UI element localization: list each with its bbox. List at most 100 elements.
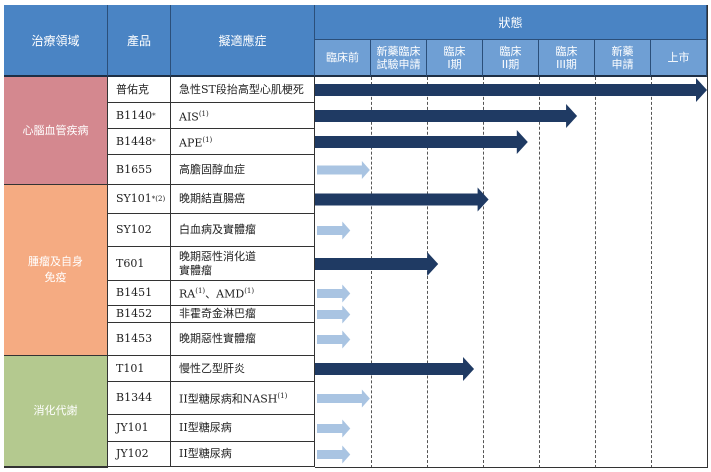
product-cell: 普佑克 (108, 77, 171, 103)
indication-cell: 白血病及實體瘤 (171, 214, 315, 247)
table-border (707, 5, 708, 468)
product-name: B1453 (116, 332, 153, 345)
product-name: B1655 (116, 162, 153, 176)
indication-cell: II型糖尿病 (171, 415, 315, 442)
table-border (315, 467, 708, 468)
indication-cell: II型糖尿病和NASH(1) (171, 382, 315, 415)
header-area: 治療領域 (4, 5, 108, 77)
product-cell: B1452 (108, 306, 171, 323)
product-cell: T101 (108, 356, 171, 382)
footnote-mark: * (152, 137, 156, 146)
product-name: 普佑克 (116, 82, 149, 96)
product-name: SY102 (116, 223, 152, 236)
progress-arrow (317, 221, 351, 240)
product-name: B1448 (116, 134, 153, 148)
header-status: 狀態 (315, 5, 707, 40)
indication-cell: 非霍奇金淋巴瘤 (171, 306, 315, 323)
indication-text: II型糖尿病 (179, 421, 232, 434)
footnote-mark: (1) (244, 287, 255, 296)
product-cell: B1344 (108, 382, 171, 415)
stage-header: 臨床 II期 (483, 40, 539, 77)
indication-text: 急性ST段抬高型心肌梗死 (179, 82, 304, 96)
header-indication: 擬適應症 (171, 5, 315, 77)
stage-header: 新藥臨床 試驗申請 (371, 40, 427, 77)
stage-header: 臨床前 (315, 40, 371, 77)
product-name: B1452 (116, 307, 153, 320)
indication-cell: 慢性乙型肝炎 (171, 356, 315, 382)
therapeutic-area: 心腦血管疾病 (4, 77, 108, 186)
product-cell: T601 (108, 247, 171, 281)
product-name: B1451 (116, 286, 153, 299)
indication-text: RA (179, 287, 196, 301)
product-cell: JY101 (108, 415, 171, 442)
stage-header: 臨床 III期 (539, 40, 595, 77)
product-name: JY101 (116, 421, 149, 434)
product-name: B1140 (116, 108, 153, 122)
footnote-mark: (1) (195, 287, 206, 296)
progress-arrow (315, 187, 489, 212)
indication-cell: 急性ST段抬高型心肌梗死 (171, 77, 315, 103)
progress-arrow (315, 130, 528, 154)
therapeutic-area: 消化代謝 (4, 356, 108, 468)
product-name: T601 (116, 256, 145, 270)
indication-cell: 晚期結直腸癌 (171, 185, 315, 214)
indication-cell: 晚期惡性實體瘤 (171, 323, 315, 356)
product-cell: B1453 (108, 323, 171, 356)
indication-text: 晚期惡性實體瘤 (179, 332, 256, 345)
indication-text: 慢性乙型肝炎 (179, 361, 245, 375)
footnote-mark: (1) (198, 109, 209, 118)
progress-arrow (317, 161, 370, 179)
product-cell: B1655 (108, 155, 171, 185)
indication-text: II型糖尿病和NASH (179, 392, 278, 406)
stage-header: 新藥 申請 (595, 40, 651, 77)
product-cell: SY102 (108, 214, 171, 247)
indication-text: 晚期惡性消化道 實體瘤 (179, 249, 256, 277)
progress-arrow (315, 104, 578, 128)
stage-divider (483, 77, 484, 468)
footnote-mark: * (152, 111, 156, 120)
product-name: B1344 (116, 391, 153, 404)
stage-divider (651, 77, 652, 468)
product-cell: B1140 * (108, 103, 171, 129)
progress-arrow (317, 305, 351, 324)
product-cell: JY102 (108, 442, 171, 467)
indication-cell: APE(1) (171, 129, 315, 155)
indication-text: 白血病及實體瘤 (179, 223, 256, 236)
product-cell: B1451 (108, 281, 171, 306)
progress-arrow (317, 419, 351, 438)
product-cell: SY101 *(2) (108, 185, 171, 214)
indication-cell: 高膽固醇血症 (171, 155, 315, 185)
progress-arrow (315, 357, 475, 381)
progress-arrow (317, 445, 351, 464)
product-name: SY101 (116, 192, 152, 205)
product-name: JY102 (116, 447, 149, 460)
header-product: 產品 (108, 5, 171, 77)
indication-text: 非霍奇金淋巴瘤 (179, 307, 256, 320)
indication-cell: AIS(1) (171, 103, 315, 129)
footnote-mark: (1) (202, 135, 213, 144)
progress-arrow (315, 78, 707, 102)
indication-text: 高膽固醇血症 (179, 162, 245, 176)
progress-arrow (317, 284, 351, 303)
indication-cell: RA(1)、AMD(1) (171, 281, 315, 306)
stage-divider (371, 77, 372, 468)
footnote-mark: *(2) (151, 195, 166, 203)
stage-divider (539, 77, 540, 468)
indication-cell: 晚期惡性消化道 實體瘤 (171, 247, 315, 281)
therapeutic-area: 腫瘤及自身 免疫 (4, 185, 108, 357)
progress-arrow (317, 330, 351, 349)
indication-text: APE (179, 136, 203, 150)
progress-arrow (317, 389, 370, 408)
indication-cell: II型糖尿病 (171, 442, 315, 467)
product-name: T101 (116, 361, 145, 375)
product-cell: B1448 * (108, 129, 171, 155)
indication-text: 、AMD (205, 287, 245, 301)
indication-text: II型糖尿病 (179, 447, 232, 460)
stage-header: 臨床 I期 (427, 40, 483, 77)
indication-text: 晚期結直腸癌 (179, 192, 245, 205)
indication-text: AIS (179, 110, 199, 124)
progress-arrow (315, 252, 439, 276)
stage-header: 上市 (651, 40, 707, 77)
stage-divider (595, 77, 596, 468)
